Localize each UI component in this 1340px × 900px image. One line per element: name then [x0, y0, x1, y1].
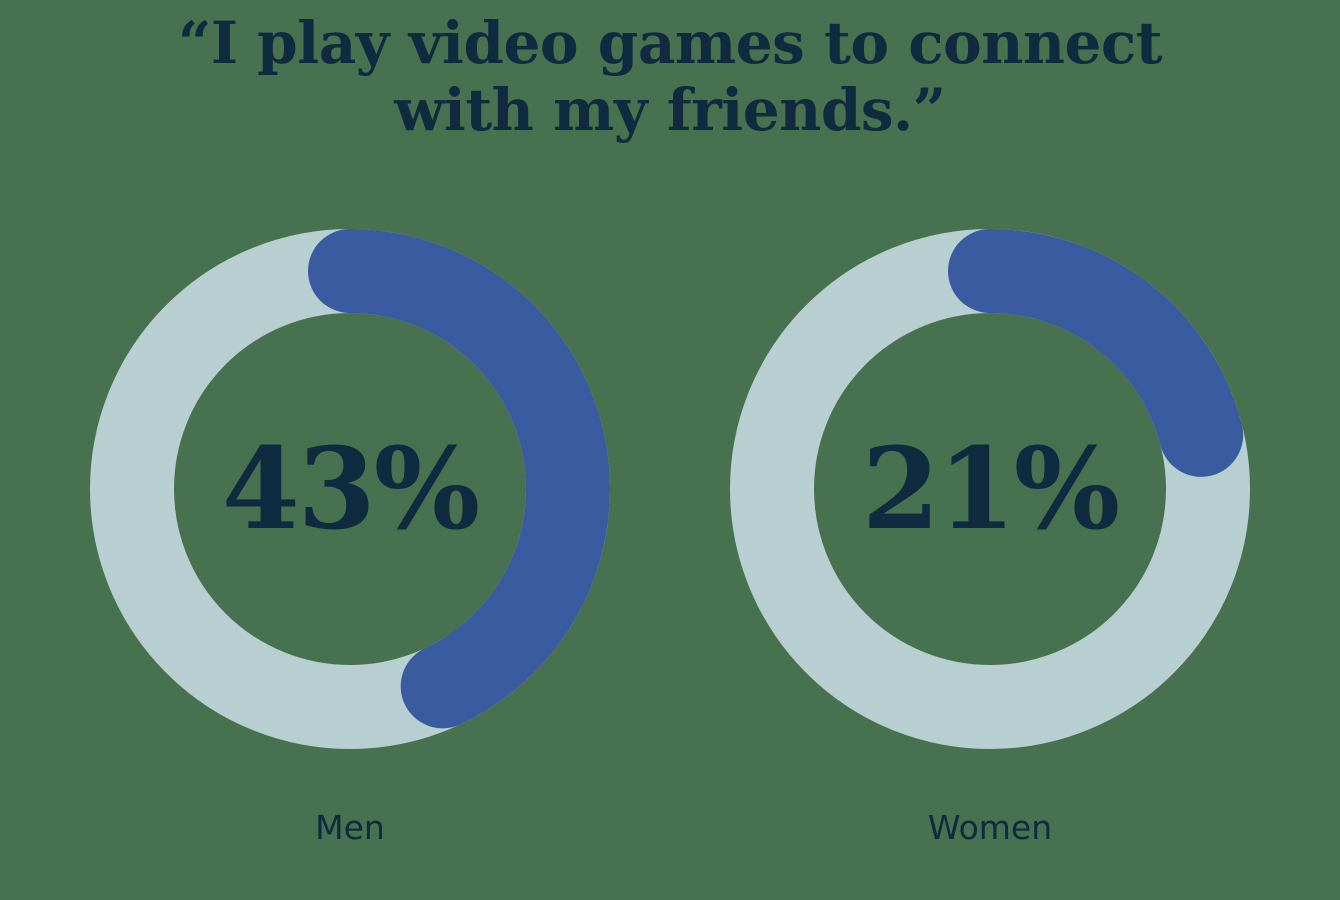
donut-label-women: Women — [927, 808, 1053, 847]
donut-chart-women: 21% — [730, 229, 1250, 749]
donut-svg-men — [90, 229, 610, 749]
donut-percent-women: 21% — [861, 423, 1120, 555]
donut-label-men: Men — [315, 808, 385, 847]
donut-value-arc — [90, 229, 610, 749]
donut-percent-men: 43% — [221, 423, 480, 555]
chart-title-line-1: “I play video games to connect — [177, 9, 1163, 77]
chart-title-line-2: with my friends.” — [394, 76, 946, 144]
donut-svg-women — [730, 229, 1250, 749]
donut-chart-men: 43% — [90, 229, 610, 749]
chart-title: “I play video games to connect with my f… — [0, 10, 1340, 144]
donut-value-arc — [730, 229, 1250, 749]
